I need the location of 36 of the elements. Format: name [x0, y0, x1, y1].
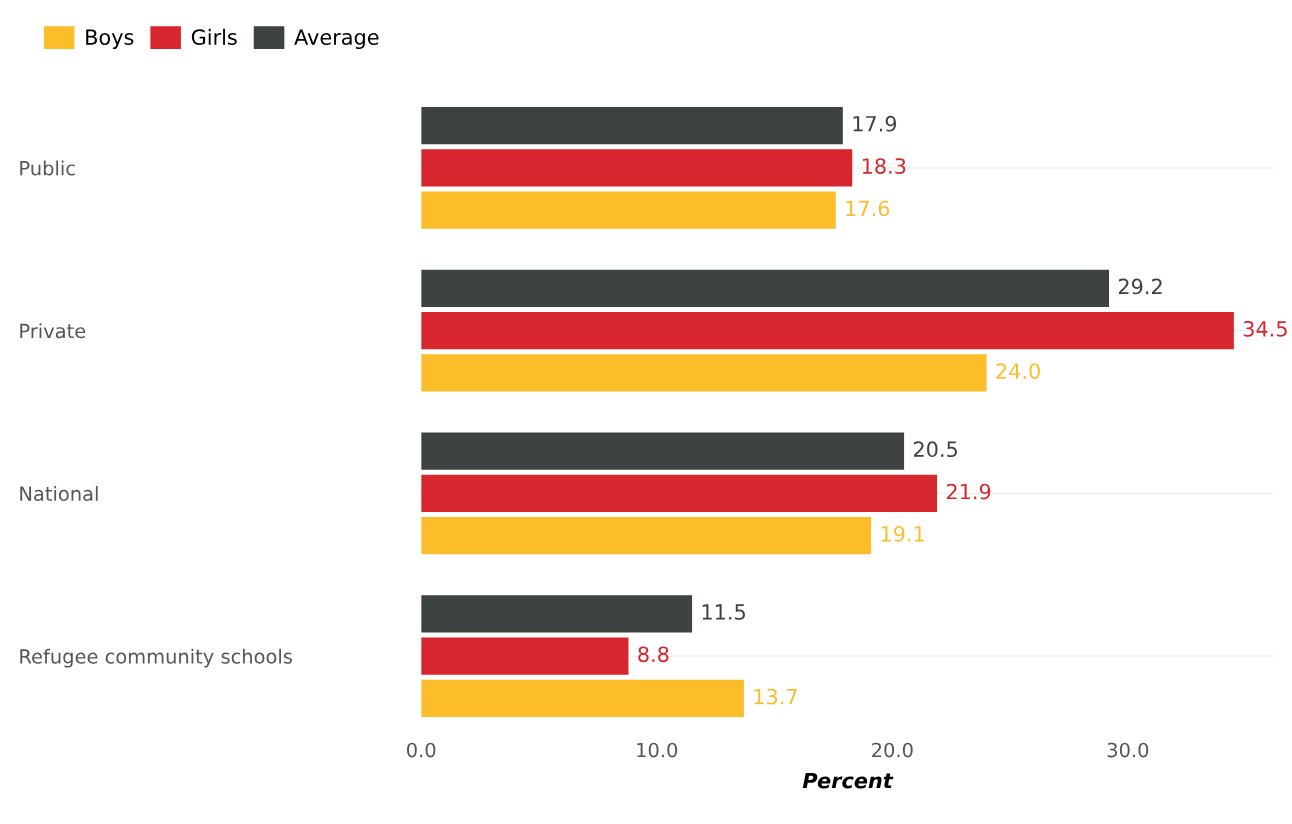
data-label: 17.6: [846, 200, 890, 217]
legend-label: Boys: [86, 29, 134, 50]
x-tick-label: 0.0: [407, 742, 436, 758]
x-axis-title: Percent: [802, 772, 894, 789]
data-label: 8.8: [638, 646, 669, 663]
bar: [421, 312, 1234, 350]
data-label: 17.9: [853, 115, 897, 132]
data-label: 24.0: [996, 363, 1040, 379]
data-label: 21.9: [946, 483, 991, 500]
data-label: 20.5: [913, 441, 957, 458]
bar: [421, 474, 938, 512]
x-tick-label: 10.0: [637, 742, 678, 758]
data-label: 19.1: [881, 525, 924, 542]
data-label: 11.5: [702, 604, 745, 620]
y-tick-label: National: [20, 485, 98, 502]
bar: [421, 269, 1110, 307]
bar: [421, 149, 853, 187]
legend-label: Girls: [191, 28, 237, 45]
y-tick-label: Public: [20, 160, 75, 176]
data-label: 13.7: [754, 688, 797, 705]
legend-label: Average: [294, 29, 379, 50]
bar: [421, 679, 744, 718]
bar: [421, 191, 836, 229]
data-label: 18.3: [862, 158, 906, 174]
bar: [421, 354, 987, 392]
data-label: 29.2: [1118, 278, 1162, 295]
y-tick-label: Refugee community schools: [20, 648, 292, 668]
bar: [421, 106, 843, 145]
data-label: 34.5: [1243, 320, 1287, 337]
bar: [421, 595, 693, 633]
bar: [421, 432, 905, 470]
x-tick-label: 30.0: [1107, 742, 1149, 758]
bar: [421, 637, 629, 675]
y-tick-label: Private: [20, 323, 86, 339]
x-tick-label: 20.0: [872, 742, 913, 758]
bar: [421, 517, 872, 555]
